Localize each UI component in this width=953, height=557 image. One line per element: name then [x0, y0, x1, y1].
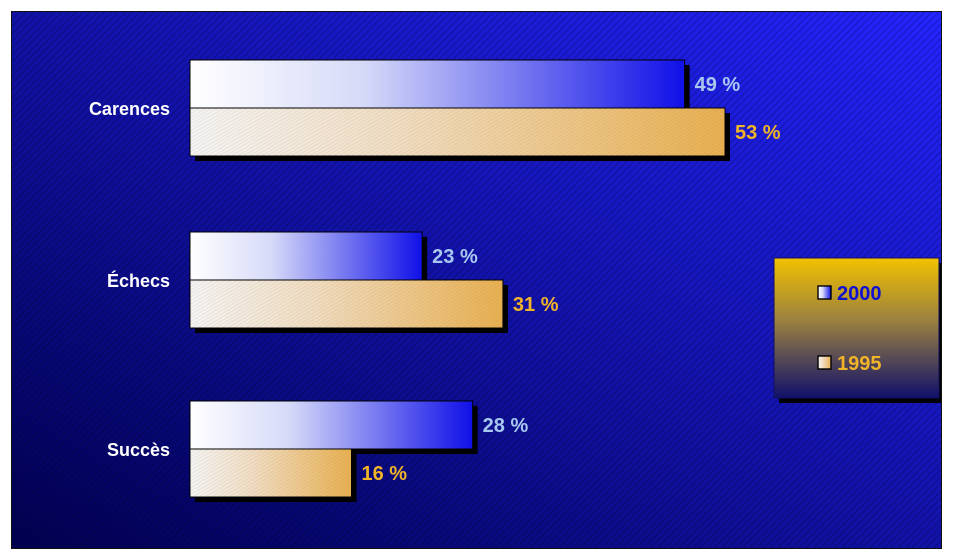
data-label-echecs-2000: 23 % — [432, 246, 478, 268]
data-label-carences-2000: 49 % — [695, 74, 741, 96]
bar-chart: 49 % 53 % Carences 23 % 31 % Échecs 28 % 16 % Su… — [12, 12, 944, 548]
category-label-carences: Carences — [89, 99, 170, 119]
legend-swatch-2000 — [817, 285, 832, 300]
bar-texture-echecs-1995 — [190, 280, 503, 328]
data-label-succes-1995: 16 % — [362, 463, 408, 485]
bar-carences-2000 — [189, 59, 686, 109]
legend-label-2000: 2000 — [837, 283, 882, 305]
legend-box — [773, 257, 940, 399]
category-label-succes: Succès — [107, 440, 170, 460]
data-label-carences-1995: 53 % — [735, 122, 781, 144]
legend-swatch-1995 — [817, 355, 832, 370]
legend-label-1995: 1995 — [837, 353, 882, 375]
category-label-echecs: Échecs — [107, 270, 170, 291]
data-label-succes-2000: 28 % — [483, 415, 529, 437]
chart-frame: 49 % 53 % Carences 23 % 31 % Échecs 28 % 16 % Su… — [11, 11, 944, 549]
bar-texture-succes-1995 — [190, 449, 352, 497]
data-label-echecs-1995: 31 % — [513, 294, 559, 316]
bar-succes-2000 — [189, 400, 474, 450]
bar-echecs-2000 — [189, 231, 423, 281]
bar-texture-carences-1995 — [190, 108, 725, 156]
legend: 2000 1995 — [773, 257, 944, 403]
